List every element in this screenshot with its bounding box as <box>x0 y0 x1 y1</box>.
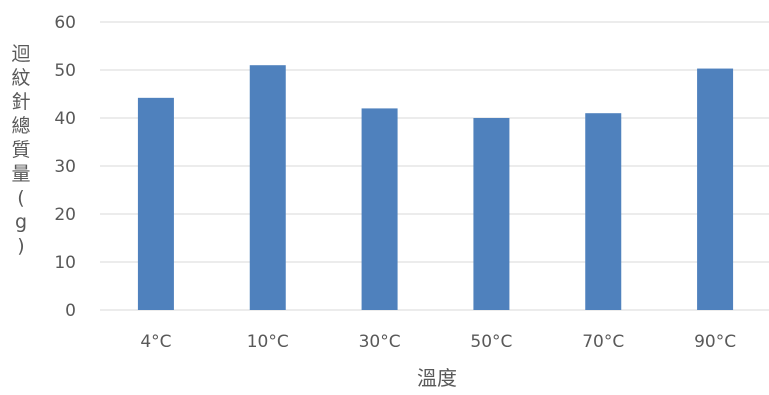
y-axis-title-char: g <box>14 211 28 233</box>
y-axis-title-char: 量 <box>11 163 31 185</box>
y-tick-label: 20 <box>54 205 76 225</box>
gridlines <box>100 21 769 311</box>
bar-2 <box>361 108 398 311</box>
x-axis-title: 溫度 <box>417 366 457 390</box>
x-tick-label: 10°C <box>247 332 289 352</box>
y-tick-label: 10 <box>54 253 76 273</box>
y-tick-label: 30 <box>54 157 76 177</box>
y-tick-label: 50 <box>54 61 76 81</box>
x-tick-label: 50°C <box>470 332 512 352</box>
y-axis-title-char: 迴 <box>11 43 31 65</box>
bar-3 <box>473 118 510 310</box>
y-axis-title-char: 質 <box>11 139 31 161</box>
bar-0 <box>137 97 174 310</box>
bars <box>137 65 734 311</box>
y-tick-label: 0 <box>65 301 76 321</box>
bar-1 <box>249 65 286 310</box>
y-tick-label: 40 <box>54 109 76 129</box>
y-tick-label: 60 <box>54 13 76 33</box>
y-axis-title-char: 紋 <box>11 67 31 89</box>
y-axis-title-char: ( <box>17 187 25 209</box>
x-tick-label: 90°C <box>694 332 736 352</box>
x-tick-label: 70°C <box>582 332 624 352</box>
y-axis-title-char: ) <box>17 235 25 257</box>
x-tick-label: 4°C <box>140 332 171 352</box>
bar-4 <box>585 113 622 310</box>
bar-5 <box>697 68 734 310</box>
y-axis-title-char: 針 <box>11 91 31 113</box>
x-axis-ticks: 4°C 10°C 30°C 50°C 70°C 90°C <box>140 332 736 352</box>
y-axis-title-char: 總 <box>11 115 31 137</box>
x-tick-label: 30°C <box>359 332 401 352</box>
y-axis-ticks: 0 10 20 30 40 50 60 <box>54 13 76 321</box>
